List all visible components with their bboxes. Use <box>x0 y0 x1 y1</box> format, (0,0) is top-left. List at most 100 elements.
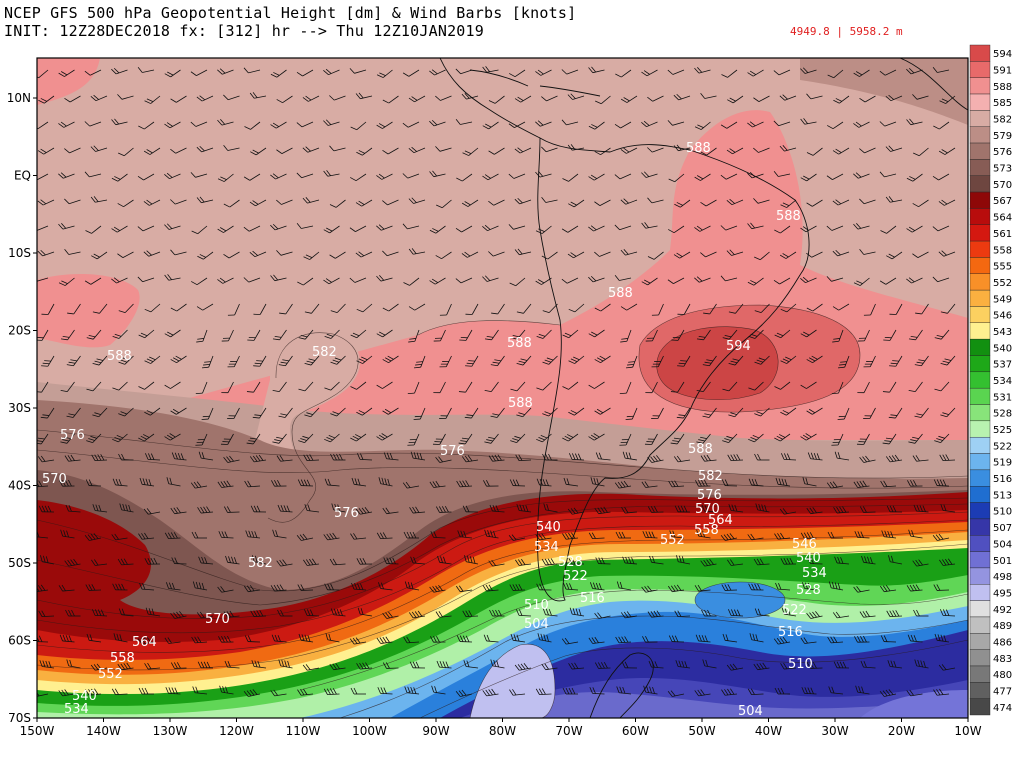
colorbar-label: 531 <box>993 392 1012 403</box>
wind-barb <box>643 685 658 695</box>
colorbar-swatch <box>969 600 991 618</box>
wind-barb <box>674 505 691 513</box>
colorbar-swatch <box>969 436 991 454</box>
wind-barb <box>249 454 267 463</box>
wind-barb <box>408 197 426 204</box>
wind-barb <box>90 663 108 671</box>
wind-barb <box>833 506 850 514</box>
wind-barb <box>455 68 473 75</box>
lat-tick-label: 50S <box>8 556 31 570</box>
colorbar-label: 558 <box>993 245 1012 256</box>
wind-barb <box>773 277 791 285</box>
wind-barb <box>779 508 797 515</box>
wind-barb <box>727 95 744 104</box>
wind-barb <box>144 453 161 461</box>
wind-barb <box>37 329 49 341</box>
wind-barb <box>85 479 102 487</box>
contour-label: 558 <box>694 523 719 538</box>
wind-barb <box>754 608 770 617</box>
wind-barb <box>113 633 128 643</box>
wind-barb <box>641 277 658 286</box>
wind-barb <box>376 275 393 282</box>
wind-barb <box>826 225 844 231</box>
colorbar-swatch <box>969 142 991 160</box>
colorbar-label: 561 <box>993 229 1012 240</box>
wind-barb <box>908 433 923 444</box>
wind-barb <box>329 558 346 566</box>
wind-barb <box>727 559 744 566</box>
wind-barb <box>535 688 552 696</box>
wind-barb <box>304 355 320 366</box>
wind-barb <box>164 69 181 78</box>
wind-barb <box>615 636 632 644</box>
wind-barb <box>800 225 817 233</box>
wind-barb <box>137 67 155 73</box>
wind-barb <box>594 199 611 206</box>
eddy-516 <box>695 582 785 618</box>
wind-barb <box>91 559 108 566</box>
wind-barb <box>490 659 505 669</box>
wind-barb <box>702 355 717 367</box>
wind-barb <box>217 119 234 126</box>
wind-barb <box>703 303 717 315</box>
wind-barb <box>694 225 711 232</box>
wind-barb <box>614 480 632 489</box>
wind-barb <box>171 452 187 461</box>
wind-barb <box>118 355 134 365</box>
wind-barb <box>378 477 393 487</box>
wind-barb <box>674 199 691 208</box>
wind-barb <box>800 433 817 441</box>
wind-barb <box>439 407 452 419</box>
wind-barb <box>694 121 711 130</box>
wind-barb <box>86 381 102 392</box>
wind-barb <box>324 583 340 591</box>
wind-barb <box>465 355 479 367</box>
wind-barb <box>191 531 207 539</box>
wind-barb <box>488 147 505 155</box>
wind-barb <box>464 555 479 565</box>
wind-barb <box>800 329 817 338</box>
wind-barb <box>694 67 711 74</box>
wind-barb <box>620 611 638 619</box>
wind-barb <box>594 407 611 415</box>
wind-barb <box>647 610 664 618</box>
wind-barb <box>828 686 844 695</box>
wind-barb <box>270 584 287 592</box>
wind-barb <box>119 503 134 513</box>
wind-barb <box>351 477 367 487</box>
wind-barb <box>780 407 797 416</box>
wind-barb <box>37 277 49 282</box>
wind-barb <box>695 634 711 643</box>
wind-barb <box>642 636 658 643</box>
wind-barb <box>303 454 320 462</box>
wind-barb <box>673 144 691 152</box>
wind-barb <box>908 529 923 539</box>
wind-barb <box>939 609 956 617</box>
wind-barb <box>753 251 770 261</box>
wind-barb <box>276 250 293 256</box>
wind-barb <box>465 303 479 315</box>
wind-barb <box>223 506 240 513</box>
wind-barb <box>671 329 685 341</box>
wind-barb <box>886 610 903 618</box>
lon-tick-label: 20W <box>888 724 915 738</box>
wind-barb <box>170 355 187 364</box>
wind-barb <box>138 121 155 130</box>
contour-labels: 588 588 588 588 588 588 594 582 588 576 … <box>42 141 827 719</box>
contour-label: 552 <box>98 667 123 682</box>
wind-barb <box>625 355 638 369</box>
colorbar-label: 579 <box>993 131 1012 142</box>
wind-barb <box>435 456 452 463</box>
wind-barb <box>58 277 75 286</box>
wind-barb <box>914 659 929 669</box>
wind-barb <box>695 479 711 487</box>
wind-barb <box>644 433 658 445</box>
colorbar-label: 567 <box>993 196 1012 207</box>
wind-barb <box>330 608 346 617</box>
wind-barb <box>700 93 717 99</box>
wind-barb <box>324 433 340 443</box>
wind-barb <box>191 225 208 235</box>
wind-barb <box>510 633 526 643</box>
colorbar-swatch <box>969 371 991 389</box>
wind-barb <box>541 197 558 203</box>
